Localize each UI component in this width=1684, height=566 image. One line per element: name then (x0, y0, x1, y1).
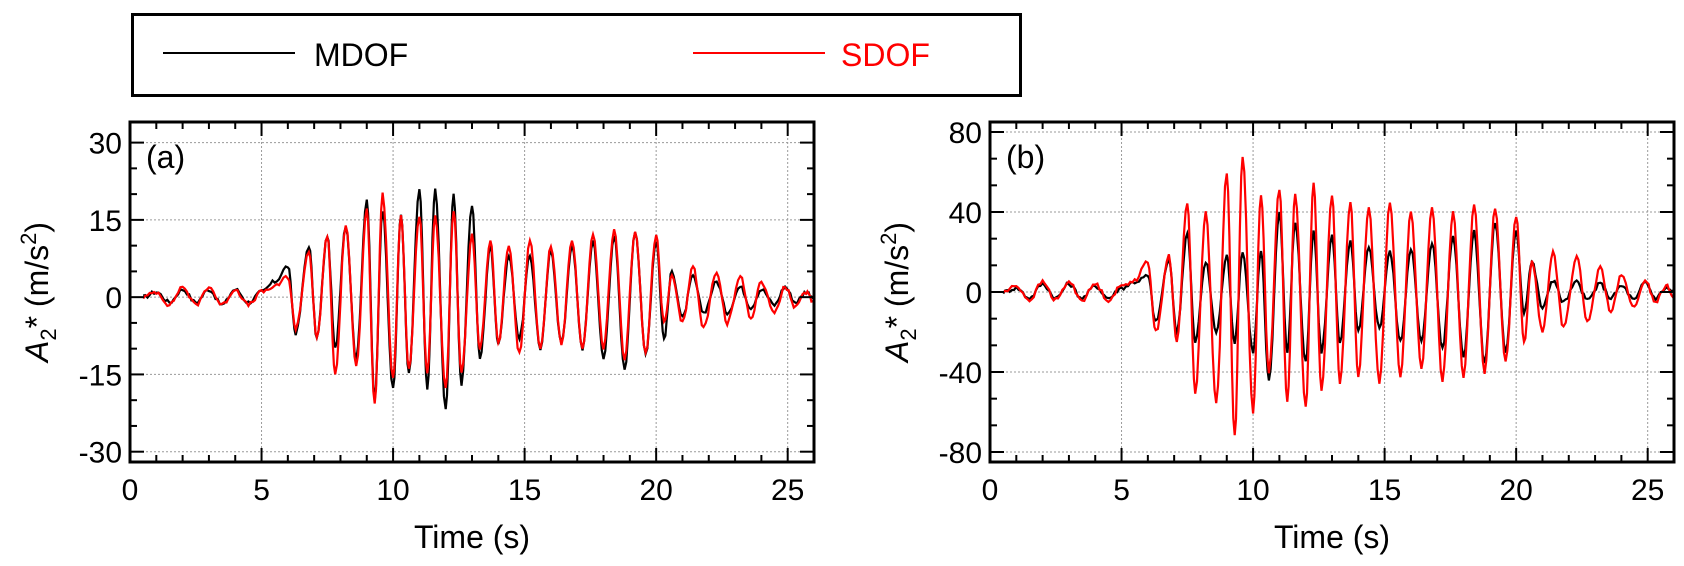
panel-b-ylabel: A2* (m/s2) (876, 222, 921, 364)
panel-a-ytick-label: 15 (89, 205, 122, 238)
panel-b-xtick-label: 0 (982, 474, 999, 507)
panel-b-xtick-label: 20 (1499, 474, 1532, 507)
panel-b-ytick-label: -40 (939, 357, 982, 390)
panel-a-label: (a) (146, 139, 185, 175)
panel-a-ytick-label: -30 (79, 437, 122, 470)
panel-a-series-sdof (142, 192, 814, 404)
panel-a-xtick-label: 15 (508, 474, 541, 507)
panel-b-series-mdof (1002, 211, 1674, 381)
panel-a-xtick-label: 25 (771, 474, 804, 507)
panel-b-xtick-label: 15 (1368, 474, 1401, 507)
panel-a-ytick-label: -15 (79, 359, 122, 392)
panel-b-ytick-label: 0 (965, 277, 982, 310)
legend: MDOF SDOF (131, 13, 1022, 97)
legend-mdof-label: MDOF (314, 37, 409, 73)
panel-b-xlabel: Time (s) (1274, 519, 1390, 555)
legend-sdof-label: SDOF (841, 37, 930, 73)
panel-b-ytick-label: 40 (949, 197, 982, 230)
panel-b-label: (b) (1006, 139, 1045, 175)
panel-b-xtick-label: 10 (1236, 474, 1269, 507)
panel-b-xtick-label: 25 (1631, 474, 1664, 507)
panel-a-ylabel: A2* (m/s2) (16, 222, 61, 364)
legend-sdof-line (693, 52, 825, 54)
panel-a-xtick-label: 20 (639, 474, 672, 507)
panel-a-xtick-label: 5 (253, 474, 270, 507)
panel-b-ytick-label: 80 (949, 117, 982, 150)
panel-a-ytick-label: 0 (105, 282, 122, 315)
panel-b-ytick-label: -80 (939, 437, 982, 470)
panel-b-series-sdof (1002, 156, 1674, 436)
legend-mdof-line (163, 52, 295, 54)
panel-a-ytick-label: 30 (89, 128, 122, 161)
panel-a-xtick-label: 0 (122, 474, 139, 507)
panel-a-xlabel: Time (s) (414, 519, 530, 555)
panel-a-xtick-label: 10 (376, 474, 409, 507)
panel-b-xtick-label: 5 (1113, 474, 1130, 507)
